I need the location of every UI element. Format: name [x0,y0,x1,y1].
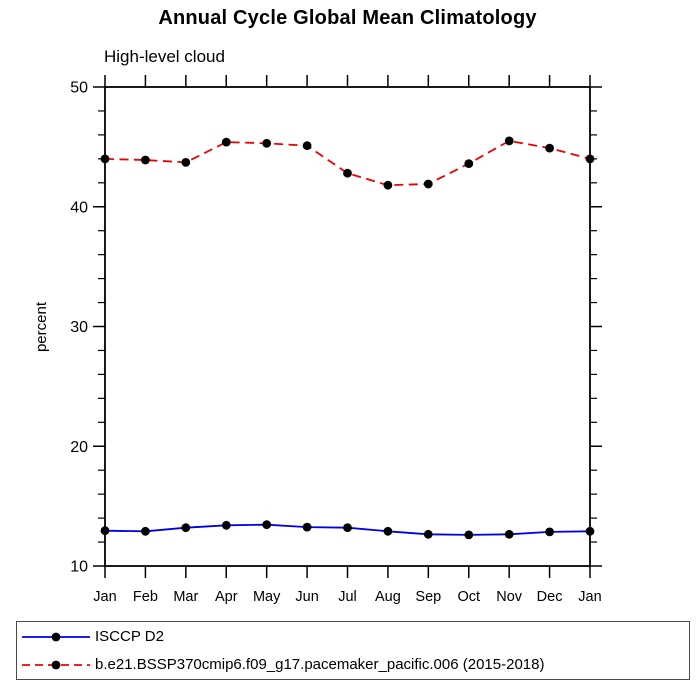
data-point-marker [221,520,231,530]
data-point-marker [343,168,352,178]
data-point-marker [504,136,514,146]
data-point-marker [464,159,474,169]
data-point-marker [100,526,110,536]
data-point-marker [464,530,474,540]
chart-subtitle: High-level cloud [104,47,225,66]
x-tick-label: Oct [457,589,480,605]
data-point-marker [221,137,231,147]
chart-title: Annual Cycle Global Mean Climatology [158,7,537,29]
legend-item-model: b.e21.BSSP370cmip6.f09_g17.pacemaker_pac… [17,651,689,679]
x-tick-label: Jan [93,589,116,605]
y-tick-label: 20 [70,439,88,456]
data-point-marker [383,526,393,536]
legend-item-isccp: ISCCP D2 [17,623,689,651]
x-tick-label: Sep [415,589,441,605]
y-tick-label: 10 [70,559,88,576]
x-tick-label: Dec [537,589,563,605]
y-tick-label: 50 [70,80,88,97]
data-point-marker [504,529,514,539]
x-tick-label: Mar [173,589,198,605]
data-point-marker [545,143,554,153]
series-line-1 [104,139,591,187]
data-point-marker [423,529,433,539]
x-tick-label: May [253,589,281,605]
data-point-marker [181,158,191,167]
data-point-marker [141,155,150,165]
legend-label: b.e21.BSSP370cmip6.f09_g17.pacemaker_pac… [95,656,545,673]
legend-marker-sample [51,632,61,641]
data-point-marker [343,523,352,533]
plot-frame [104,86,591,567]
legend-swatch-dashed-line-icon [22,660,90,669]
data-point-marker [302,522,312,532]
data-point-marker [545,527,554,537]
x-tick-label: Jun [295,589,318,605]
legend-label: ISCCP D2 [95,628,164,645]
y-tick-label: 30 [70,319,88,336]
x-tick-label: Nov [496,589,523,605]
x-tick-label: Jan [578,589,601,605]
y-axis-label: percent [33,301,50,352]
data-point-marker [585,154,595,164]
plot-area: Jan Feb Mar Apr May Jun Jul Aug Sep Oct Nov Dec Jan 1… [33,75,602,605]
data-point-marker [383,180,393,190]
data-point-marker [585,526,595,536]
data-point-marker [100,154,110,164]
data-point-marker [262,520,272,530]
legend-marker-sample [51,660,61,669]
x-tick-label: Aug [375,589,401,605]
data-point-marker [302,141,312,151]
y-tick-label: 40 [70,199,88,216]
legend: ISCCP D2 b.e21.BSSP370cmip6.f09_g17.pace… [16,621,690,680]
data-point-marker [423,179,433,189]
data-point-marker [181,523,191,533]
x-tick-label: Jul [338,589,357,605]
data-point-marker [141,526,150,536]
x-tick-label: Apr [215,589,238,605]
data-point-marker [262,138,272,148]
x-tick-label: Feb [133,589,158,605]
legend-swatch-solid-line-icon [22,632,90,641]
